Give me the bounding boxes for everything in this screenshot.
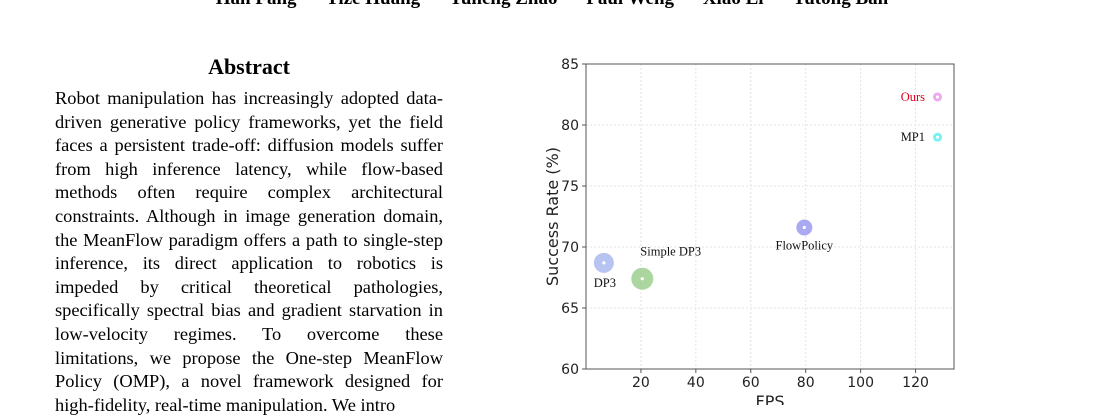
y-tick-label: 65 bbox=[561, 301, 579, 317]
author-name: Yutong Ban bbox=[792, 0, 888, 10]
y-tick-label: 80 bbox=[561, 118, 579, 134]
x-tick-label: 120 bbox=[902, 375, 929, 391]
point-center-flowpolicy bbox=[802, 225, 806, 230]
y-axis-label: Success Rate (%) bbox=[543, 147, 562, 286]
x-tick-label: 20 bbox=[632, 375, 650, 391]
abstract-text: Robot manipulation has increasingly adop… bbox=[55, 88, 443, 415]
author-name: Yuheng Zhao bbox=[449, 0, 558, 10]
author-name: Paul Weng bbox=[586, 0, 674, 10]
x-tick-label: 60 bbox=[742, 375, 760, 391]
point-center-dp3 bbox=[602, 261, 606, 265]
author-name: Yize Huang bbox=[325, 0, 420, 10]
y-tick-label: 70 bbox=[561, 240, 579, 256]
point-label-flowpolicy: FlowPolicy bbox=[776, 238, 834, 252]
abstract-heading: Abstract bbox=[208, 54, 290, 79]
y-tick-label: 60 bbox=[561, 362, 579, 378]
x-tick-label: 100 bbox=[847, 375, 874, 391]
y-tick-label: 75 bbox=[561, 179, 579, 195]
x-tick-label: 40 bbox=[687, 375, 705, 391]
fps-success-scatter-chart: 20 40 60 80 100 120 60 65 70 75 80 85 FPS Success Rat… bbox=[543, 57, 955, 405]
author-name: Han Fang bbox=[216, 0, 297, 10]
point-center-mp1 bbox=[935, 135, 940, 139]
point-label-ours: Ours bbox=[901, 90, 925, 104]
x-axis-label: FPS bbox=[755, 392, 784, 405]
y-tick-label: 85 bbox=[561, 57, 579, 73]
point-label-mp1: MP1 bbox=[901, 130, 925, 144]
point-label-dp3: DP3 bbox=[594, 276, 616, 290]
plot-frame bbox=[585, 63, 955, 370]
x-tick-label: 80 bbox=[797, 375, 815, 391]
author-list: Han Fang Yize Huang Yuheng Zhao Paul Wen… bbox=[0, 0, 1104, 12]
point-label-simple-dp3: Simple DP3 bbox=[640, 245, 701, 259]
point-center-simple-dp3 bbox=[640, 277, 644, 281]
point-center-ours bbox=[935, 95, 940, 99]
author-name: Xiao Li bbox=[703, 0, 764, 10]
